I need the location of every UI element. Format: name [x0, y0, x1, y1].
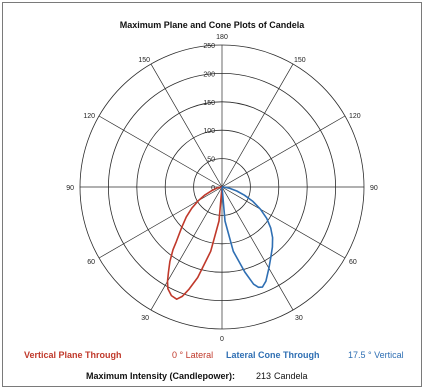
angle-label-left-upper-60: 120 [83, 113, 95, 120]
angle-label-left-90: 90 [66, 185, 74, 192]
legend-red-value: 0 ° Lateral [172, 350, 214, 360]
grid-spoke-30 [221, 186, 294, 311]
grid-spoke-330 [150, 186, 223, 311]
angle-label-right-lower-30: 30 [295, 315, 303, 322]
grid-spoke-240 [98, 115, 223, 188]
grid-spoke-300 [98, 186, 223, 259]
angle-labels: 180 0 150 120 90 60 30 150 120 90 60 30 [66, 34, 378, 343]
legend-red-label: Vertical Plane Through [24, 350, 122, 360]
legend-blue-label: Lateral Cone Through [226, 350, 320, 360]
angle-label-bottom: 0 [220, 336, 224, 343]
radial-tick-label: 250 [203, 43, 215, 50]
angle-label-right-90: 90 [370, 185, 378, 192]
chart-title: Maximum Plane and Cone Plots of Candela [120, 20, 306, 30]
radial-tick-label: 0 [211, 185, 215, 192]
angle-label-right-upper-60: 120 [349, 113, 361, 120]
radial-tick-label: 200 [203, 71, 215, 78]
series-lateral-cone-curve [221, 186, 274, 289]
polar-grid [79, 44, 365, 330]
max-intensity-unit: Candela [274, 371, 308, 381]
angle-label-left-upper-30: 150 [138, 57, 150, 64]
radial-tick-label: 100 [203, 128, 215, 135]
radial-tick-label: 50 [207, 157, 215, 164]
angle-label-left-lower-30: 30 [141, 315, 149, 322]
grid-spoke-150 [221, 63, 294, 188]
series-layer [166, 186, 274, 300]
legend-blue-value: 17.5 ° Vertical [348, 350, 404, 360]
radial-tick-labels: 0 50 100 150 200 250 [203, 43, 215, 192]
radial-tick-label: 150 [203, 100, 215, 107]
angle-label-left-lower-60: 60 [87, 259, 95, 266]
chart-frame [2, 2, 422, 387]
angle-label-right-upper-30: 150 [294, 57, 306, 64]
max-intensity-label: Maximum Intensity (Candlepower): [86, 371, 236, 381]
grid-spoke-210 [150, 63, 223, 188]
angle-label-top: 180 [216, 34, 228, 41]
max-intensity-value: 213 [256, 371, 272, 381]
grid-spoke-60 [221, 186, 346, 259]
angle-label-right-lower-60: 60 [349, 259, 357, 266]
grid-spoke-120 [221, 115, 346, 188]
series-vertical-plane-curve [166, 186, 223, 300]
